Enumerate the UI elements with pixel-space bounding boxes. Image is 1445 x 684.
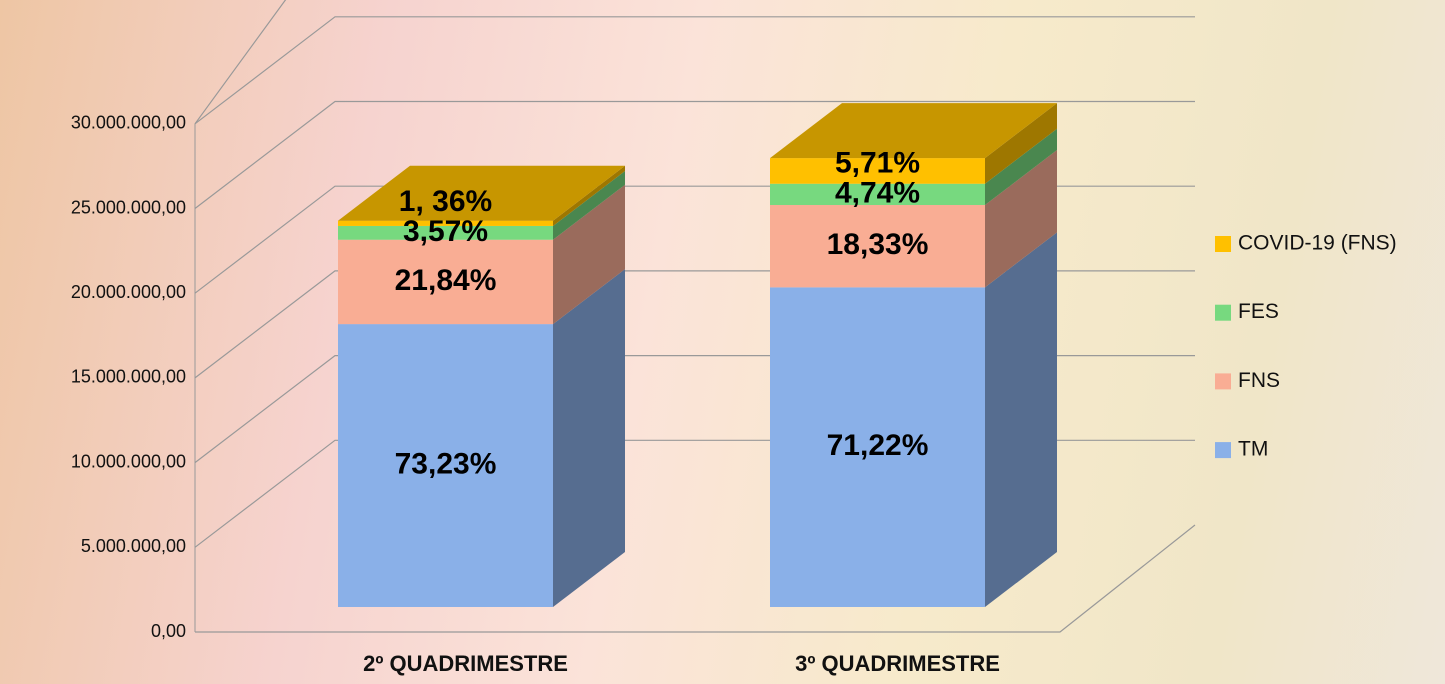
bar-segment bbox=[338, 324, 553, 607]
bar-segment bbox=[770, 287, 985, 607]
legend-swatch bbox=[1215, 304, 1231, 321]
data-label: 4,74% bbox=[835, 176, 920, 209]
legend-label: COVID-19 (FNS) bbox=[1238, 232, 1397, 255]
legend-label: FES bbox=[1238, 300, 1279, 323]
legend-swatch bbox=[1215, 373, 1231, 390]
grid-line bbox=[194, 100, 1195, 209]
bar-side bbox=[553, 184, 625, 325]
data-label: 21,84% bbox=[395, 264, 497, 297]
x-tick-label: 2º QUADRIMESTRE bbox=[363, 651, 568, 676]
floor bbox=[195, 524, 1196, 633]
data-label: 71,22% bbox=[827, 429, 929, 462]
bar-side bbox=[985, 128, 1057, 206]
data-label: 18,33% bbox=[827, 228, 929, 261]
legend-label: TM bbox=[1238, 438, 1268, 461]
y-tick-label: 20.000.000,00 bbox=[71, 282, 186, 302]
y-tick-label: 15.000.000,00 bbox=[71, 367, 186, 387]
legend-label: FNS bbox=[1238, 369, 1280, 392]
bar-side bbox=[985, 150, 1057, 288]
bar-side bbox=[553, 269, 625, 607]
bar-side bbox=[985, 103, 1057, 184]
bar-side bbox=[985, 232, 1057, 607]
bar-top bbox=[770, 103, 1057, 159]
bar-segment bbox=[338, 239, 553, 325]
y-tick-label: 25.000.000,00 bbox=[71, 197, 186, 217]
bar-segment bbox=[770, 205, 985, 288]
bar-side bbox=[553, 170, 625, 240]
bar-side bbox=[553, 165, 625, 226]
bar-segment bbox=[338, 220, 553, 226]
x-tick-label: 3º QUADRIMESTRE bbox=[795, 651, 1000, 676]
legend-swatch bbox=[1215, 236, 1231, 252]
bar-segment bbox=[770, 183, 985, 206]
y-tick-label: 30.000.000,00 bbox=[71, 113, 186, 133]
data-label: 5,71% bbox=[835, 146, 920, 179]
bar-top bbox=[338, 165, 625, 221]
y-tick-label: 0,00 bbox=[151, 621, 186, 641]
data-label: 1, 36% bbox=[399, 185, 492, 218]
y-tick-label: 5.000.000,00 bbox=[81, 536, 186, 556]
data-label: 3,57% bbox=[403, 215, 488, 248]
grid-line bbox=[194, 16, 1195, 125]
y-tick-label: 10.000.000,00 bbox=[71, 451, 186, 471]
bar-segment bbox=[770, 158, 985, 184]
bar-segment bbox=[338, 225, 553, 240]
wall-top bbox=[194, 0, 287, 125]
legend-swatch bbox=[1215, 442, 1231, 459]
data-label: 73,23% bbox=[395, 447, 497, 480]
